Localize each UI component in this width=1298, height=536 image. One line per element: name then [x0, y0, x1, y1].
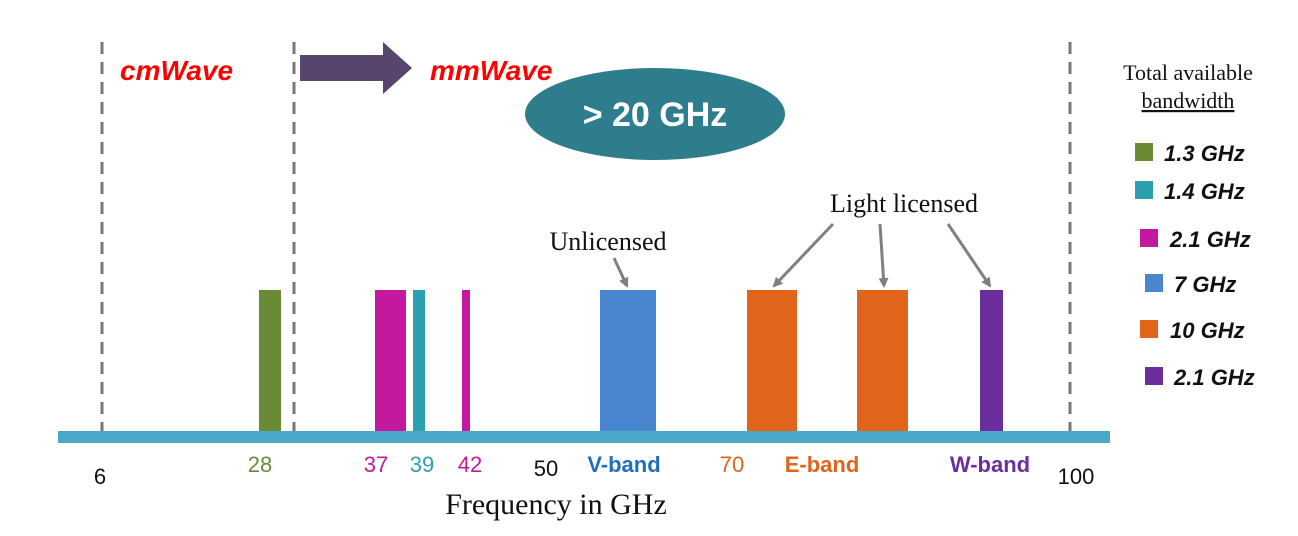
cmwave-label: cmWave [120, 55, 233, 86]
light-licensed-arrow-w [946, 223, 992, 288]
band-28ghz [259, 290, 281, 434]
band-w-band [980, 290, 1003, 434]
bandwidth-badge [525, 68, 785, 160]
unlicensed-annotation: Unlicensed [550, 227, 667, 256]
tick-label-100: 100 [1058, 464, 1095, 489]
legend-label-5: 10 GHz [1170, 318, 1245, 343]
legend-label-4: 7 GHz [1174, 272, 1236, 297]
light-licensed-arrow-e2 [878, 223, 889, 288]
legend-label-3: 2.1 GHz [1169, 227, 1251, 252]
legend-swatch-3 [1140, 229, 1158, 247]
legend-swatch-4 [1145, 274, 1163, 292]
tick-label-50: 50 [534, 456, 558, 481]
frequency-axis [58, 431, 1110, 443]
tick-label-37: 37 [364, 452, 388, 477]
band-42ghz [462, 290, 470, 434]
unlicensed-arrow [612, 257, 629, 288]
tick-label-w-band: W-band [950, 452, 1030, 477]
tick-label-28: 28 [248, 452, 272, 477]
band-37ghz [375, 290, 406, 434]
legend-label-2: 1.4 GHz [1164, 179, 1245, 204]
legend-swatch-5 [1140, 320, 1158, 338]
legend-title-line2: bandwidth [1142, 88, 1235, 113]
mmwave-arrow [300, 42, 412, 94]
band-39ghz [413, 290, 425, 434]
band-v-band [600, 290, 656, 434]
band-e-band-1 [747, 290, 797, 434]
legend-swatch-1 [1135, 143, 1153, 161]
light-licensed-annotation: Light licensed [830, 189, 978, 218]
axis-title: Frequency in GHz [445, 488, 667, 521]
tick-label-70: 70 [720, 452, 744, 477]
light-licensed-arrow-e1 [772, 222, 835, 288]
bandwidth-badge-text: > 20 GHz [583, 96, 728, 134]
band-e-band-2 [857, 290, 908, 434]
legend-label-6: 2.1 GHz [1173, 365, 1255, 390]
tick-label-6: 6 [94, 464, 106, 489]
legend-swatch-2 [1135, 181, 1153, 199]
tick-label-e-band: E-band [785, 452, 860, 477]
tick-label-42: 42 [458, 452, 482, 477]
legend-label-1: 1.3 GHz [1164, 141, 1245, 166]
tick-label-39: 39 [410, 452, 434, 477]
legend-swatch-6 [1145, 367, 1163, 385]
legend-title-line1: Total available [1123, 60, 1253, 85]
mmwave-label: mmWave [430, 55, 552, 86]
tick-label-v-band: V-band [587, 452, 660, 477]
